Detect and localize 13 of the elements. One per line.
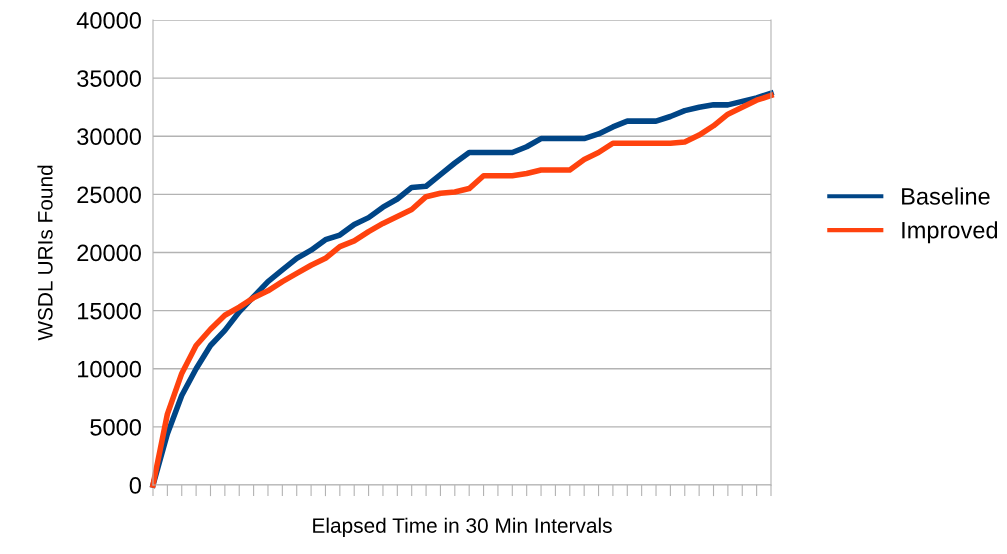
y-tick-label: 40000 (76, 12, 141, 29)
x-axis-title: Elapsed Time in 30 Min Intervals (313, 517, 612, 538)
y-tick-label: 15000 (78, 302, 141, 320)
legend-label: Improved (902, 221, 998, 244)
y-tick-label: 30000 (77, 128, 141, 146)
y-tick-label: 5000 (90, 418, 141, 436)
y-tick-label: 10000 (78, 360, 141, 378)
y-tick-label: 0 (129, 477, 141, 494)
y-tick-label: 20000 (77, 244, 141, 262)
y-tick-label: 25000 (77, 186, 141, 204)
y-tick-label: 35000 (77, 70, 141, 87)
legend-label: Baseline (902, 187, 990, 205)
y-axis-title: WSDL URIs Found (37, 165, 53, 341)
